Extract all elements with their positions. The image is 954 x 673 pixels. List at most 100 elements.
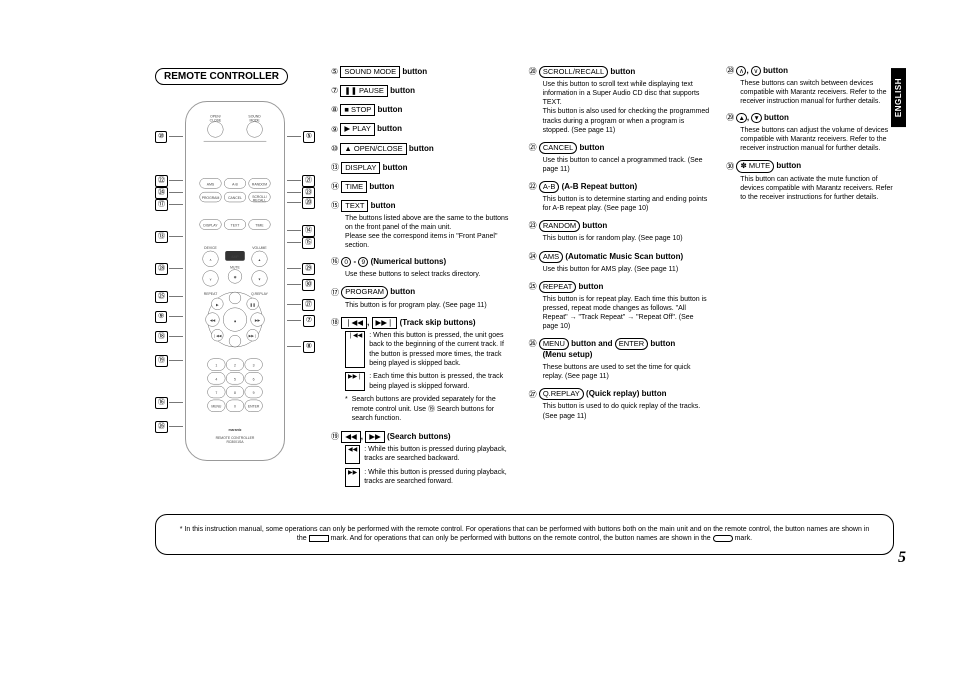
button-label-box: ▶ PLAY xyxy=(340,123,374,135)
item-body: Use this button to scroll text while dis… xyxy=(529,80,711,135)
item-heading: ㉚ ✽ MUTE button xyxy=(726,160,894,172)
item-tail: button xyxy=(369,182,394,191)
item-number: ⑭ xyxy=(331,182,339,193)
svg-text:8: 8 xyxy=(234,391,236,395)
callout-number: ⑭ xyxy=(302,225,315,237)
item-tail: button xyxy=(371,201,396,210)
svg-text:❚❚: ❚❚ xyxy=(250,303,256,307)
item-heading: ㉘ ∧, ∨ button xyxy=(726,66,894,77)
svg-text:AMS: AMS xyxy=(207,182,215,186)
svg-text:RANDOM: RANDOM xyxy=(252,182,267,186)
svg-text:▶▶❘: ▶▶❘ xyxy=(249,334,257,338)
item-heading: ⑰ PROGRAM button xyxy=(331,286,513,298)
svg-text:▲: ▲ xyxy=(258,258,261,262)
manual-item: ⑳ SCROLL/RECALL buttonUse this button to… xyxy=(529,66,711,135)
item-tail: (Quick replay) button xyxy=(586,390,666,399)
item-tail: (Track skip buttons) xyxy=(400,318,476,327)
callout-number: ㉕ xyxy=(155,291,168,303)
callout-line xyxy=(169,268,183,269)
manual-item: ㉓ RANDOM button This button is for random… xyxy=(529,220,711,243)
button-label-circle: 9 xyxy=(358,257,368,267)
item-body: The buttons listed above are the same to… xyxy=(331,214,513,250)
item-heading: ㉓ RANDOM button xyxy=(529,220,711,232)
callout-line xyxy=(169,336,183,337)
manual-item: ㉒ A-B (A-B Repeat button)This button is … xyxy=(529,181,711,213)
svg-text:▼: ▼ xyxy=(258,277,261,281)
item-number: ⑬ xyxy=(331,163,339,174)
item-body: This button is to determine starting and… xyxy=(529,195,711,213)
item-heading: ⑨ ▶ PLAY button xyxy=(331,123,513,135)
manual-item: ㉗ Q.REPLAY (Quick replay) buttonThis but… xyxy=(529,388,711,420)
manual-item: ⑲ ◀◀, ▶▶ (Search buttons)◀◀: While this … xyxy=(331,431,513,487)
callout-line xyxy=(287,268,301,269)
item-heading: ⑱ ❘◀◀, ▶▶❘ (Track skip buttons) xyxy=(331,317,513,329)
callout-line xyxy=(169,180,183,181)
callout-line xyxy=(169,426,183,427)
button-label-box: CANCEL xyxy=(539,142,577,154)
item-body: Use these buttons to select tracks direc… xyxy=(331,270,513,279)
item-number: ⑲ xyxy=(331,432,339,443)
callout-line xyxy=(169,360,183,361)
item-tail: button xyxy=(610,67,635,76)
item-body: This button is for random play. (See pag… xyxy=(529,234,711,243)
svg-text:DISPLAY: DISPLAY xyxy=(203,223,218,227)
callout-number: ⑮ xyxy=(302,237,315,249)
item-body: These buttons can adjust the volume of d… xyxy=(726,126,894,153)
callout-line xyxy=(287,304,301,305)
callout-line xyxy=(287,284,301,285)
item-number: ㉓ xyxy=(529,221,537,232)
footnote-mid: mark. And for operations that can only b… xyxy=(331,535,713,542)
svg-text:Q.REPLAY: Q.REPLAY xyxy=(251,292,269,296)
button-label-pill: ENTER xyxy=(615,338,648,350)
svg-text:2: 2 xyxy=(234,364,236,368)
button-label-box: ■ STOP xyxy=(340,104,375,116)
item-number: ⑧ xyxy=(331,105,338,116)
button-label-box: ✽ MUTE xyxy=(736,160,774,172)
button-label-box: TEXT xyxy=(341,200,368,212)
item-number: ⑮ xyxy=(331,201,339,212)
item-number: ㉔ xyxy=(529,252,537,263)
item-number: ⑨ xyxy=(331,125,338,136)
section-title: REMOTE CONTROLLER xyxy=(155,68,288,85)
item-tail: button xyxy=(383,163,408,172)
callout-number: ㉘ xyxy=(155,263,168,275)
svg-text:PROGRAM: PROGRAM xyxy=(202,196,220,200)
callout-line xyxy=(287,242,301,243)
callout-number: ㉙ xyxy=(302,263,315,275)
button-label-box: ▲ OPEN/CLOSE xyxy=(340,143,406,155)
item-body: This button is used to do quick replay o… xyxy=(529,402,711,420)
item-tail: (A-B Repeat button) xyxy=(562,182,638,191)
svg-text:DEVICE: DEVICE xyxy=(204,246,217,250)
item-tail: button xyxy=(402,67,427,76)
button-label-box: TIME xyxy=(341,181,367,193)
manual-item: ⑯ 0 - 9 (Numerical buttons) Use these but… xyxy=(331,257,513,279)
callout-line xyxy=(169,236,183,237)
callout-number: ⑨ xyxy=(155,311,167,323)
svg-text:◀◀: ◀◀ xyxy=(210,319,216,323)
item-heading: ⑤ SOUND MODE button xyxy=(331,66,513,78)
callout-number: ㉔ xyxy=(155,187,168,199)
svg-text:RECALL: RECALL xyxy=(253,198,266,202)
callout-line xyxy=(169,296,183,297)
callout-number: ㉑ xyxy=(302,175,315,187)
button-label-circle: ▲ xyxy=(736,113,746,123)
callout-number: ⑧ xyxy=(303,341,315,353)
text-column-2: ⑳ SCROLL/RECALL buttonUse this button to… xyxy=(529,66,711,494)
item-heading: ⑯ 0 - 9 (Numerical buttons) xyxy=(331,257,513,268)
skip-icon: ▶▶ xyxy=(345,468,360,487)
item-heading: ㉕ REPEAT button xyxy=(529,281,711,293)
box-mark-icon xyxy=(309,535,329,542)
button-label-box: ❚❚ PAUSE xyxy=(340,85,388,97)
svg-text:TEXT: TEXT xyxy=(231,223,240,227)
button-label-box: REPEAT xyxy=(539,281,576,293)
manual-item: ⑩ ▲ OPEN/CLOSE button xyxy=(331,143,513,155)
item-number: ⑱ xyxy=(331,318,339,329)
svg-text:1: 1 xyxy=(215,364,217,368)
svg-text:✽: ✽ xyxy=(234,275,237,279)
callout-number: ⑰ xyxy=(155,199,168,211)
button-label-box: ▶▶ xyxy=(365,431,385,443)
item-body: These buttons can switch between devices… xyxy=(726,79,894,106)
callout-number: ㉚ xyxy=(302,279,315,291)
skip-icon: ▶▶❘ xyxy=(345,372,365,391)
callout-line xyxy=(169,192,183,193)
